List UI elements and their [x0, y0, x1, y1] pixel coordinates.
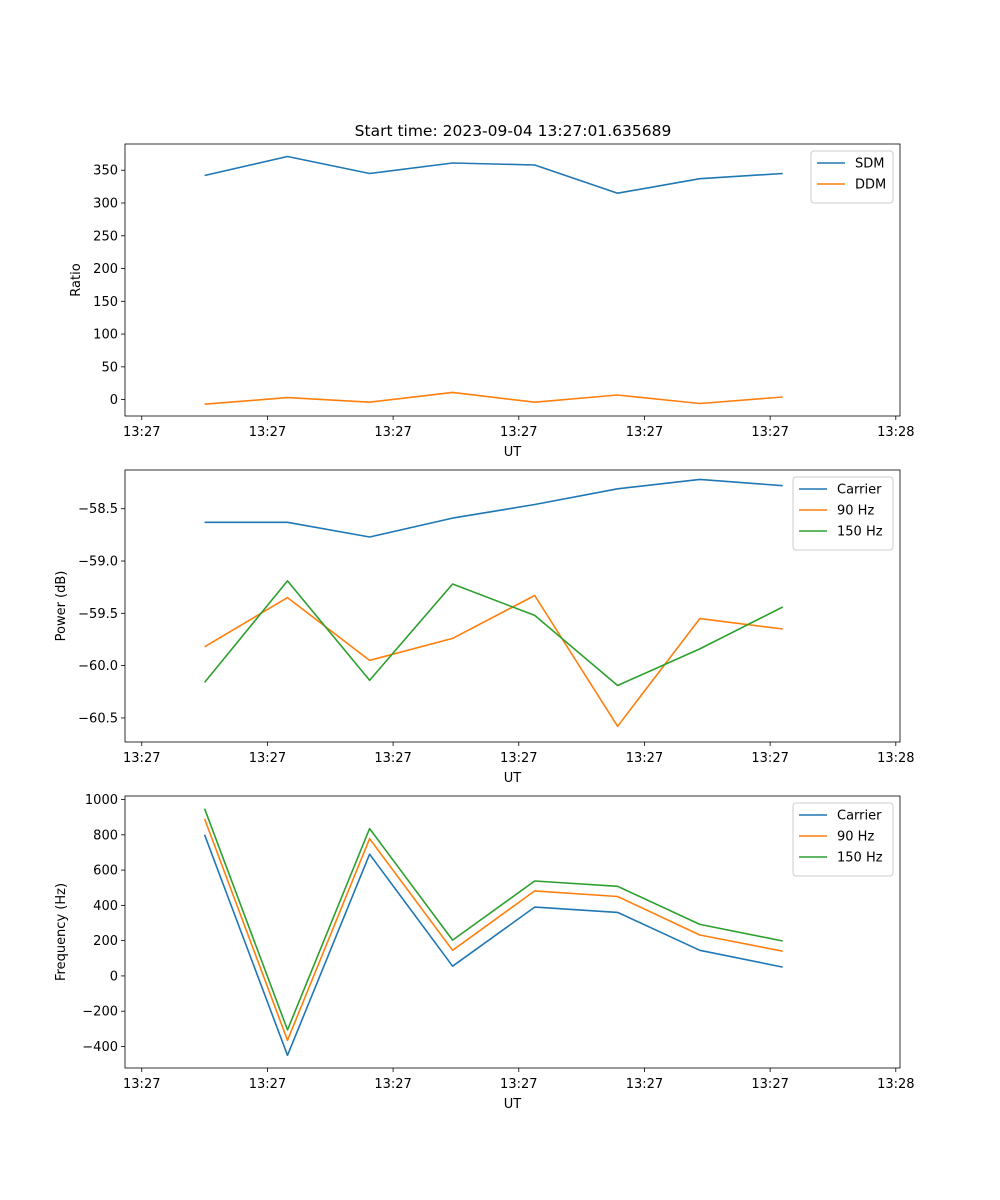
y-tick-label-frequency: −400	[82, 1040, 118, 1055]
y-tick-label-frequency: 600	[93, 864, 118, 879]
y-tick-label-ratio: 350	[93, 164, 118, 179]
legend-power: Carrier 90 Hz 150 Hz	[792, 476, 894, 551]
y-tick-label-ratio: 150	[93, 295, 118, 310]
x-tick-label-frequency: 13:27	[500, 1077, 537, 1092]
x-tick-label-power: 13:27	[123, 751, 160, 766]
x-tick-label-power: 13:27	[751, 751, 788, 766]
subplot-frequency: 13:27 13:27 13:27 13:27 13:27 13:27 13:28 −400 −…	[54, 793, 915, 1112]
x-tick-label-ratio: 13:28	[877, 425, 914, 440]
y-axis-label-ratio: Ratio	[69, 263, 84, 296]
x-tick-label-ratio: 13:27	[249, 425, 286, 440]
series-line-ratio-ddm	[204, 391, 783, 405]
y-tick-label-ratio: 100	[93, 328, 118, 343]
y-tick-label-frequency: 800	[93, 828, 118, 843]
x-tick-label-frequency: 13:27	[626, 1077, 663, 1092]
legend-label-power: Carrier	[837, 483, 882, 498]
x-tick-label-ratio: 13:27	[751, 425, 788, 440]
x-tick-label-frequency: 13:27	[123, 1077, 160, 1092]
legend-label-power: 150 Hz	[837, 525, 883, 540]
y-tick-label-power: −59.5	[78, 607, 118, 622]
plot-frame-ratio	[124, 143, 901, 417]
x-tick-label-ratio: 13:27	[123, 425, 160, 440]
legend-label-frequency: 90 Hz	[837, 830, 874, 845]
y-tick-label-power: −59.0	[78, 555, 118, 570]
x-tick-label-power: 13:27	[626, 751, 663, 766]
y-tick-label-frequency: 0	[110, 969, 118, 984]
legend-ratio: SDM DDM	[810, 150, 894, 204]
plot-frame-frequency	[124, 795, 901, 1069]
figure-title: Start time: 2023-09-04 13:27:01.635689	[355, 122, 672, 140]
series-line-power-90-hz	[204, 594, 783, 728]
x-tick-label-ratio: 13:27	[374, 425, 411, 440]
subplot-ratio: 13:27 13:27 13:27 13:27 13:27 13:27 13:28 0 50 10…	[69, 143, 915, 460]
x-tick-label-power: 13:27	[500, 751, 537, 766]
series-line-frequency-90-hz	[203, 818, 783, 1042]
legend-label-ratio: DDM	[855, 178, 886, 193]
legend-label-power: 90 Hz	[837, 504, 874, 519]
subplot-power: 13:27 13:27 13:27 13:27 13:27 13:27 13:28 −60.5…	[54, 469, 915, 786]
x-tick-label-frequency: 13:27	[249, 1077, 286, 1092]
y-tick-label-frequency: −200	[82, 1005, 118, 1020]
x-axis-label-frequency: UT	[504, 1097, 522, 1112]
legend-label-frequency: Carrier	[837, 809, 882, 824]
y-tick-label-ratio: 200	[93, 262, 118, 277]
x-axis-label-ratio: UT	[504, 445, 522, 460]
y-axis-label-frequency: Frequency (Hz)	[54, 883, 69, 981]
series-line-frequency-carrier	[203, 834, 783, 1057]
x-tick-label-frequency: 13:27	[374, 1077, 411, 1092]
x-tick-label-ratio: 13:27	[626, 425, 663, 440]
y-tick-label-frequency: 1000	[85, 793, 118, 808]
plot-frame-power	[124, 469, 901, 743]
x-tick-label-frequency: 13:27	[751, 1077, 788, 1092]
series-line-power-150-hz	[203, 580, 784, 687]
x-tick-label-power: 13:27	[249, 751, 286, 766]
y-axis-label-power: Power (dB)	[54, 571, 69, 642]
legend-box-ratio	[810, 150, 894, 204]
y-tick-label-ratio: 250	[93, 229, 118, 244]
y-tick-label-power: −60.0	[78, 659, 118, 674]
series-line-ratio-sdm	[204, 155, 783, 194]
y-tick-label-frequency: 400	[93, 899, 118, 914]
y-tick-label-ratio: 300	[93, 196, 118, 211]
x-tick-label-power: 13:27	[374, 751, 411, 766]
legend-label-frequency: 150 Hz	[837, 851, 883, 866]
legend-label-ratio: SDM	[855, 157, 884, 172]
series-line-frequency-150-hz	[203, 808, 783, 1031]
x-tick-label-power: 13:28	[877, 751, 914, 766]
x-tick-label-frequency: 13:28	[877, 1077, 914, 1092]
x-tick-label-ratio: 13:27	[500, 425, 537, 440]
series-line-power-carrier	[204, 478, 783, 538]
y-tick-label-ratio: 0	[110, 393, 118, 408]
y-tick-label-frequency: 200	[93, 934, 118, 949]
x-axis-label-power: UT	[504, 771, 522, 786]
y-tick-label-power: −58.5	[78, 502, 118, 517]
legend-frequency: Carrier 90 Hz 150 Hz	[792, 802, 894, 877]
y-tick-label-ratio: 50	[101, 360, 118, 375]
y-tick-label-power: −60.5	[78, 711, 118, 726]
